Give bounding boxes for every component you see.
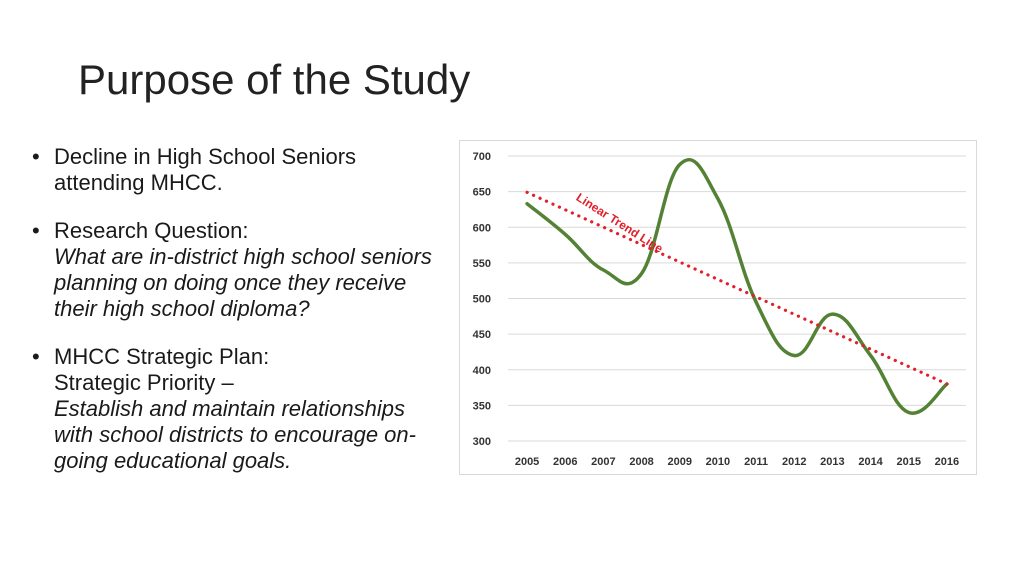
seniors-line-chart: 300 350 400 450 500 550 600 650 700 2005 2006 2007 2… xyxy=(473,151,966,468)
y-tick-label: 500 xyxy=(473,294,491,306)
y-tick-label: 550 xyxy=(473,258,491,270)
x-tick-label: 2011 xyxy=(744,456,768,468)
x-tick-label: 2009 xyxy=(668,456,692,468)
slide-title: Purpose of the Study xyxy=(78,56,471,103)
bullet-text: attending MHCC. xyxy=(54,170,223,195)
bullet-italic-text: their high school diploma? xyxy=(54,296,310,321)
bullet-italic-text: planning on doing once they receive xyxy=(54,270,407,295)
x-tick-label: 2010 xyxy=(706,456,730,468)
x-tick-label: 2015 xyxy=(897,456,921,468)
y-tick-label: 400 xyxy=(473,365,491,377)
bullet-marker: • xyxy=(32,344,40,369)
bullet-italic-text: with school districts to encourage on- xyxy=(54,422,416,447)
bullet-text: Research Question: xyxy=(54,218,249,243)
x-tick-label: 2007 xyxy=(591,456,615,468)
bullet-list: • Decline in High School Seniors attendi… xyxy=(30,144,460,496)
x-tick-label: 2013 xyxy=(820,456,844,468)
bullet-research-question: • Research Question: What are in-distric… xyxy=(30,218,460,322)
y-tick-label: 650 xyxy=(473,187,491,199)
y-tick-label: 600 xyxy=(473,222,491,234)
bullet-italic-text: going educational goals. xyxy=(54,448,292,473)
x-tick-label: 2016 xyxy=(935,456,959,468)
bullet-text: Decline in High School Seniors xyxy=(54,144,357,169)
bullet-text: Strategic Priority – xyxy=(54,370,234,395)
x-tick-label: 2005 xyxy=(515,456,539,468)
bullet-italic-text: What are in-district high school seniors xyxy=(54,244,432,269)
x-tick-label: 2006 xyxy=(553,456,577,468)
bullet-marker: • xyxy=(32,144,40,169)
x-tick-label: 2012 xyxy=(782,456,806,468)
chart-frame: 300 350 400 450 500 550 600 650 700 2005 2006 2007 2… xyxy=(459,140,977,475)
bullet-italic-text: Establish and maintain relationships xyxy=(54,396,405,421)
trend-line-annotation: Linear Trend Line xyxy=(574,190,666,256)
bullet-marker: • xyxy=(32,218,40,243)
y-tick-label: 700 xyxy=(473,151,491,163)
series-line-seniors xyxy=(525,157,949,415)
y-tick-label: 350 xyxy=(473,400,491,412)
x-tick-label: 2008 xyxy=(629,456,653,468)
y-tick-label: 450 xyxy=(473,329,491,341)
bullet-strategic-plan: • MHCC Strategic Plan: Strategic Priorit… xyxy=(30,344,460,474)
bullet-decline: • Decline in High School Seniors attendi… xyxy=(30,144,460,196)
bullet-text: MHCC Strategic Plan: xyxy=(54,344,270,369)
trend-line xyxy=(525,190,949,386)
x-tick-label: 2014 xyxy=(858,456,883,468)
y-tick-label: 300 xyxy=(473,436,491,448)
